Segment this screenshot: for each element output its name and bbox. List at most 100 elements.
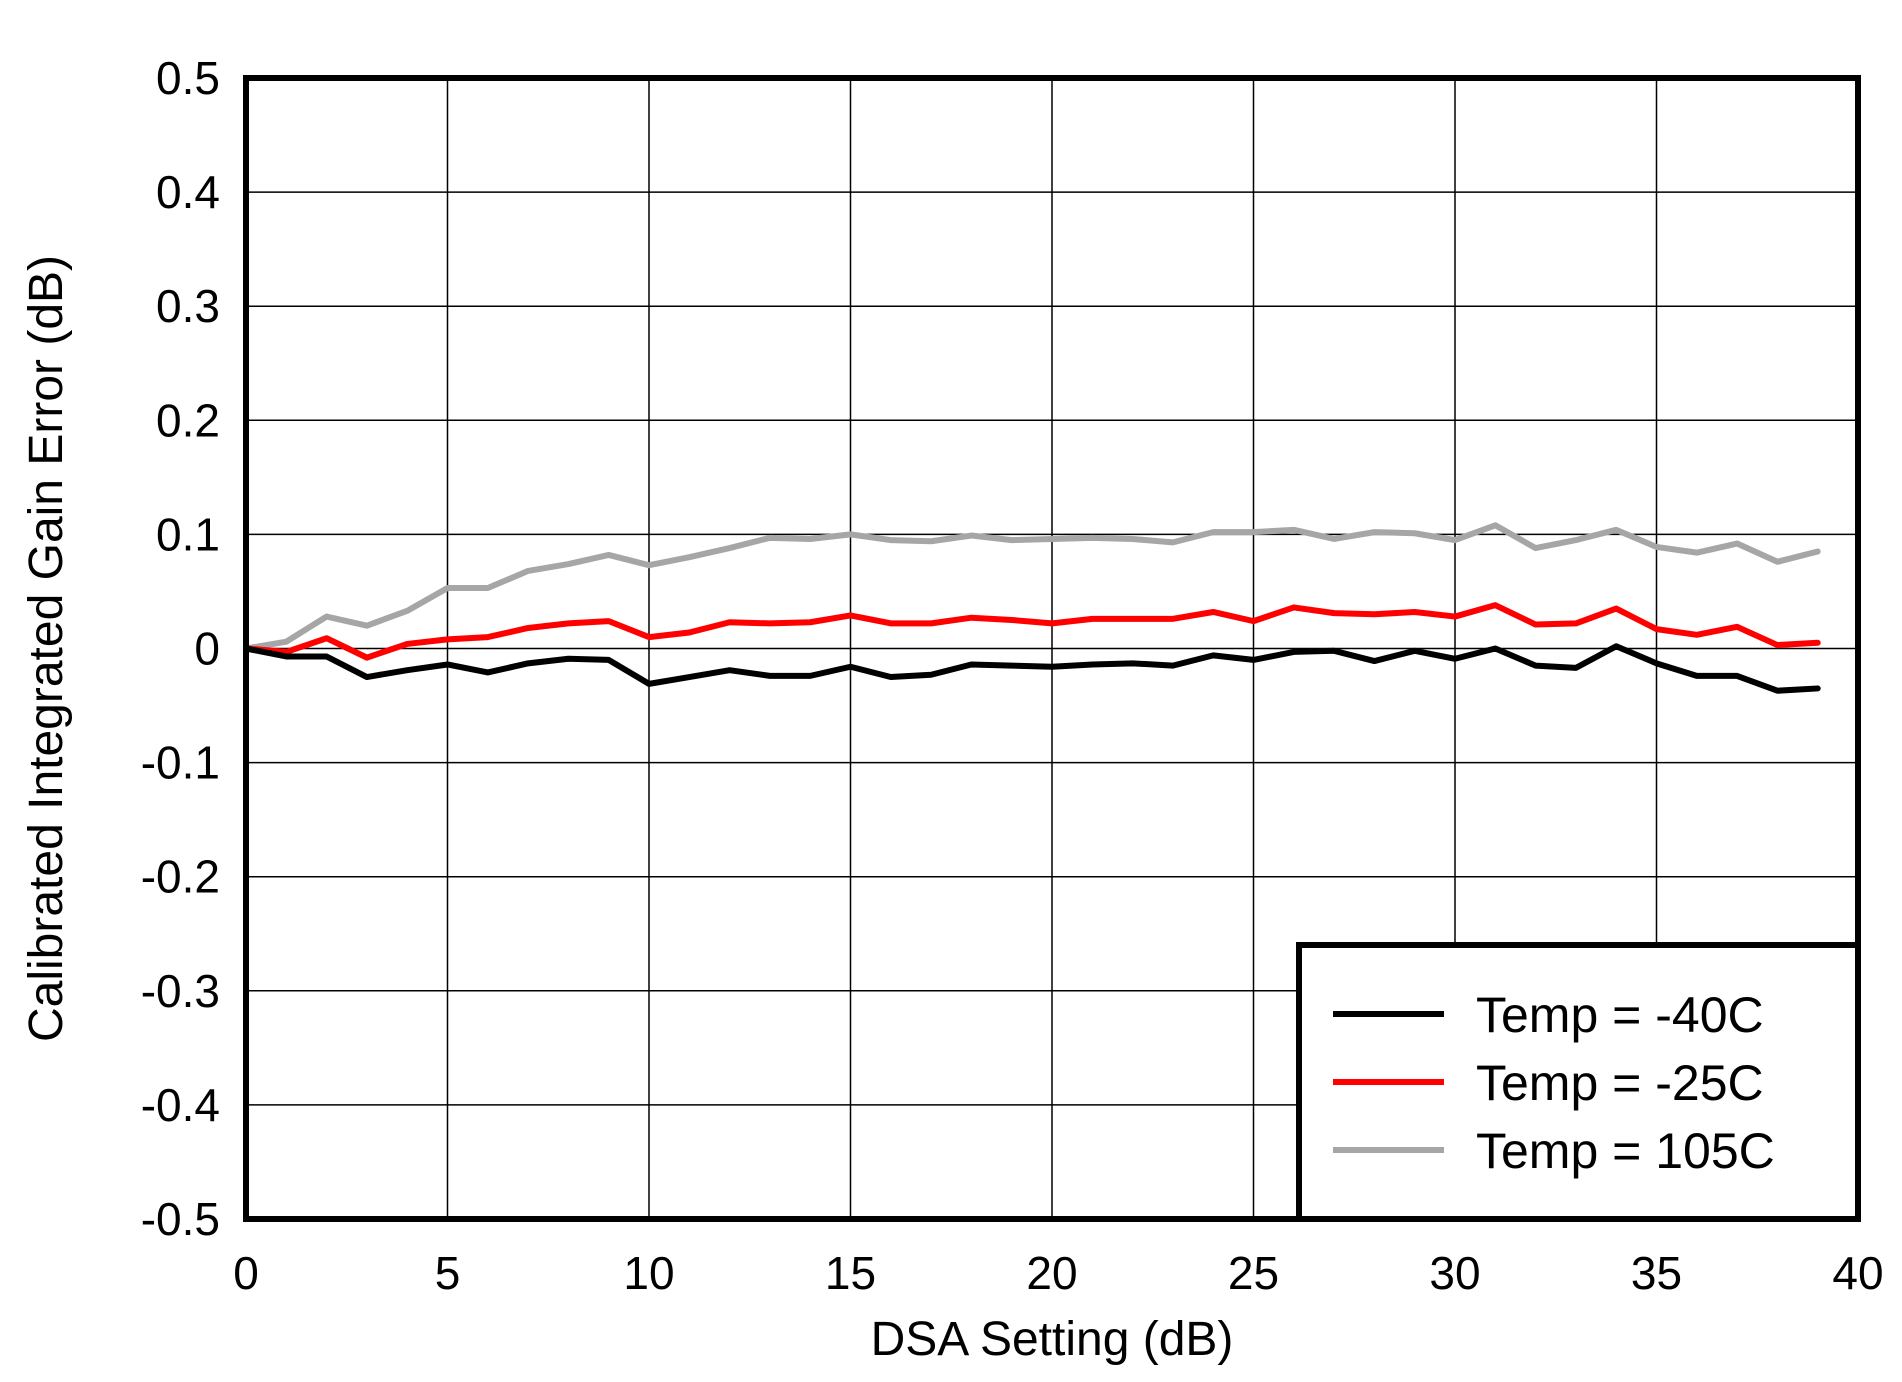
data-point (729, 547, 731, 549)
y-tick-label: 0.5 (156, 52, 220, 104)
data-point (850, 666, 851, 668)
legend-label-0: Temp = -40C (1476, 987, 1764, 1043)
data-point (648, 636, 650, 638)
data-point (1776, 644, 1778, 646)
data-point (487, 636, 489, 638)
data-point (1575, 667, 1577, 669)
data-point (1333, 650, 1335, 652)
data-point (1696, 552, 1698, 554)
data-point (1494, 604, 1496, 606)
data-point (1776, 561, 1778, 563)
data-point (1172, 541, 1174, 543)
data-point (406, 610, 408, 612)
data-point (809, 675, 811, 677)
data-point (447, 638, 448, 640)
x-tick-labels: 0 5 10 15 20 25 30 35 40 (233, 1247, 1883, 1299)
data-point (527, 662, 529, 664)
data-point (1373, 613, 1375, 615)
data-point (1373, 660, 1375, 662)
data-point (1454, 539, 1456, 541)
data-point (608, 659, 610, 661)
data-point (688, 556, 690, 558)
data-point (1051, 538, 1053, 540)
data-point (447, 663, 448, 665)
data-point (567, 622, 569, 624)
data-point (1172, 618, 1174, 620)
data-point (1776, 690, 1778, 692)
data-point (1212, 611, 1214, 613)
data-point (1051, 666, 1053, 668)
data-point (1212, 531, 1214, 533)
data-point (1696, 675, 1698, 677)
data-point (1333, 612, 1335, 614)
y-tick-label: 0.1 (156, 508, 220, 560)
data-point (769, 622, 771, 624)
data-point (285, 641, 287, 643)
data-point (326, 655, 328, 657)
data-point (1091, 618, 1093, 620)
data-point (1575, 622, 1577, 624)
data-point (1132, 662, 1134, 664)
x-tick-label: 5 (435, 1247, 461, 1299)
data-point (1736, 675, 1738, 677)
y-tick-label: -0.5 (141, 1193, 220, 1245)
data-point (648, 564, 650, 566)
data-point (890, 622, 892, 624)
data-point (1051, 622, 1053, 624)
data-point (487, 587, 489, 589)
data-point (1615, 645, 1617, 647)
data-point (1656, 628, 1657, 630)
data-point (285, 655, 287, 657)
y-axis-title: Calibrated Integrated Gain Error (dB) (20, 255, 73, 1042)
data-point (1011, 539, 1013, 541)
data-point (688, 632, 690, 634)
legend-label-2: Temp = 105C (1476, 1123, 1775, 1179)
x-tick-label: 15 (825, 1247, 876, 1299)
plot-area-border (243, 75, 1861, 1222)
data-point (406, 669, 408, 671)
data-point (1454, 658, 1456, 660)
data-point (1132, 618, 1134, 620)
data-point (1736, 543, 1738, 545)
data-point (406, 643, 408, 645)
data-point (930, 622, 932, 624)
y-tick-label: 0.4 (156, 166, 220, 218)
data-point (1253, 659, 1254, 661)
data-point (366, 657, 368, 659)
y-tick-label: 0.2 (156, 394, 220, 446)
data-point (1535, 665, 1537, 667)
y-tick-label: -0.1 (141, 737, 220, 789)
y-tick-label: -0.4 (141, 1079, 220, 1131)
data-point (1817, 642, 1819, 644)
data-point (608, 554, 610, 556)
data-point (1414, 650, 1416, 652)
data-point (1414, 611, 1416, 613)
y-tick-label: -0.3 (141, 965, 220, 1017)
data-point (970, 535, 972, 537)
data-point (769, 675, 771, 677)
data-point (567, 658, 569, 660)
data-point (487, 671, 489, 673)
x-tick-label: 10 (623, 1247, 674, 1299)
data-point (1656, 662, 1657, 664)
data-point (809, 621, 811, 623)
y-tick-label: 0.3 (156, 280, 220, 332)
data-point (890, 539, 892, 541)
x-tick-label: 25 (1228, 1247, 1279, 1299)
data-point (527, 570, 529, 572)
series-line-1 (243, 602, 1821, 661)
data-point (729, 621, 731, 623)
data-point (567, 563, 569, 565)
data-point (1494, 524, 1496, 526)
data-point (769, 537, 771, 539)
data-point (1656, 546, 1657, 548)
data-point (1535, 624, 1537, 626)
data-point (850, 533, 851, 535)
data-point (1132, 538, 1134, 540)
data-point (1736, 626, 1738, 628)
y-tick-label: -0.2 (141, 851, 220, 903)
data-point (1494, 648, 1496, 649)
x-axis-title: DSA Setting (dB) (871, 1313, 1234, 1366)
data-point (850, 614, 851, 616)
series-line-2 (243, 522, 1821, 652)
